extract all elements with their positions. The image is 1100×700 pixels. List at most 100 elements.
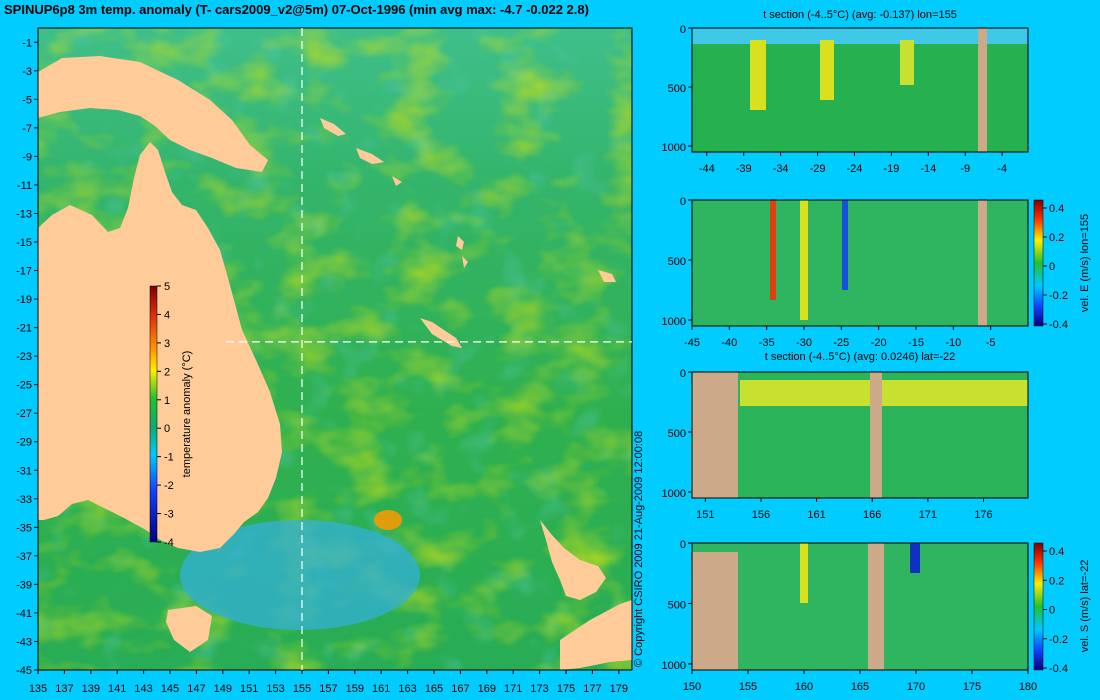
new-guinea-land xyxy=(38,56,268,172)
panel-0-x-tick-label: -14 xyxy=(920,163,936,175)
panel-2-warm-band xyxy=(740,380,1028,406)
panel-3-x-axis: 150 155 160 165 170 175 180 xyxy=(683,670,1037,693)
temperature-colorbar-tick-label: -2 xyxy=(164,480,174,492)
map-y-tick-label: -45 xyxy=(16,665,32,677)
map-x-tick-label: 171 xyxy=(504,683,522,695)
panel-0-title: t section (-4..5°C) (avg: -0.137) lon=15… xyxy=(763,9,957,21)
temperature-colorbar-tick-label: 5 xyxy=(164,281,170,293)
panel-2-x-tick-label: 161 xyxy=(807,509,825,521)
panel-1-y-tick-label: 1000 xyxy=(662,316,686,328)
fiji-land xyxy=(598,270,616,282)
panel-1-x-tick-label: -25 xyxy=(833,337,849,349)
map-y-tick-label: -19 xyxy=(16,294,32,306)
map-y-tick-label: -15 xyxy=(16,237,32,249)
map-y-tick-label: -9 xyxy=(22,151,32,163)
temperature-colorbar-label: temperature anomaly (°C) xyxy=(181,351,193,478)
panel-1-frame xyxy=(691,199,1029,327)
map-y-tick-label: -13 xyxy=(16,208,32,220)
map-x-tick-label: 135 xyxy=(29,683,47,695)
panel-1-x-axis: -45 -40 -35 -30 -25 -20 -15 -10 -5 xyxy=(684,326,996,349)
panel-0-x-axis: -44 -39 -34 -29 -24 -19 -14 -9 -4 xyxy=(699,152,1007,175)
map-x-tick-label: 145 xyxy=(161,683,179,695)
panel-1-y-axis: 0 500 1000 xyxy=(662,196,692,328)
map-y-tick-label: -29 xyxy=(16,437,32,449)
temperature-colorbar-gradient xyxy=(149,285,158,543)
panel-0-warm-patch-1 xyxy=(750,40,766,110)
panel-0-frame xyxy=(691,27,1029,153)
map-x-tick-label: 153 xyxy=(266,683,284,695)
panel-2-frame xyxy=(691,371,1029,499)
panel-2-land-west xyxy=(692,372,738,498)
map-y-tick-label: -3 xyxy=(22,66,32,78)
temperature-colorbar-tick-label: -3 xyxy=(164,509,174,521)
map-y-axis: -1 -3 -5 -7 -9 -11 -13 -15 -17 -19 -21 -23 -25 -27 -29… xyxy=(16,37,38,677)
panel-2-y-tick-label: 1000 xyxy=(662,488,686,500)
panel-0-surface-band xyxy=(692,28,1028,44)
map-x-tick-label: 175 xyxy=(557,683,575,695)
panel-3-x-tick-label: 155 xyxy=(739,681,757,693)
map-x-tick-label: 173 xyxy=(530,683,548,695)
panel-1-colorbar-tick-label: -0.4 xyxy=(1049,319,1068,331)
map-y-tick-label: -35 xyxy=(16,522,32,534)
panel-3-x-tick-label: 150 xyxy=(683,681,701,693)
panel-1-x-tick-label: -10 xyxy=(945,337,961,349)
panel-3-y-axis: 0 500 1000 xyxy=(662,539,692,672)
panel-2-title: t section (-4..5°C) (avg: 0.0246) lat=-2… xyxy=(765,351,956,363)
panel-3-jet-yellow xyxy=(800,543,808,603)
map-x-tick-label: 167 xyxy=(451,683,469,695)
new-zealand-south-land xyxy=(560,600,632,670)
temperature-colorbar-tick-label: 3 xyxy=(164,338,170,350)
panel-t-section-lat: t section (-4..5°C) (avg: 0.0246) lat=-2… xyxy=(662,351,1029,521)
panel-3-colorbar-tick-label: -0.4 xyxy=(1049,663,1068,675)
panel-0-land xyxy=(978,28,987,152)
copyright-text: © Copyright CSIRO 2009 21-Aug-2009 12:00… xyxy=(633,431,645,667)
panel-2-x-axis: 151 156 161 166 171 176 xyxy=(696,498,993,521)
panel-0-warm-patch-3 xyxy=(900,40,914,85)
panel-3-x-tick-label: 170 xyxy=(907,681,925,693)
panel-0-plot xyxy=(692,28,1028,152)
panel-3-x-tick-label: 175 xyxy=(963,681,981,693)
panel-3-y-tick-label: 1000 xyxy=(662,660,686,672)
map-x-tick-label: 169 xyxy=(478,683,496,695)
panel-0-x-tick-label: -39 xyxy=(736,163,752,175)
map-y-tick-label: -31 xyxy=(16,465,32,477)
panel-2-y-tick-label: 0 xyxy=(680,368,686,380)
panel-1-x-tick-label: -30 xyxy=(796,337,812,349)
panel-0-warm-patch-2 xyxy=(820,40,834,100)
temperature-colorbar-tick-label: 2 xyxy=(164,366,170,378)
panel-3-colorbar-tick-label: 0 xyxy=(1049,605,1055,617)
map-x-tick-label: 161 xyxy=(372,683,390,695)
panel-3-colorbar-ticks: 0.4 0.2 0 -0.2 -0.4 xyxy=(1043,546,1068,675)
panel-1-x-tick-label: -45 xyxy=(684,337,700,349)
panel-t-section-lon: t section (-4..5°C) (avg: -0.137) lon=15… xyxy=(662,9,1029,175)
map-x-tick-label: 159 xyxy=(346,683,364,695)
temperature-colorbar-tick-label: -4 xyxy=(164,537,174,549)
panel-3-colorbar-label: vel. S (m/s) lat=-22 xyxy=(1079,560,1091,653)
panel-3-plot xyxy=(692,543,1028,670)
panel-3-x-tick-label: 160 xyxy=(795,681,813,693)
panel-3-colorbar-tick-label: 0.4 xyxy=(1049,546,1064,558)
map-x-tick-label: 163 xyxy=(398,683,416,695)
panel-0-x-tick-label: -9 xyxy=(960,163,970,175)
map-y-tick-label: -7 xyxy=(22,123,32,135)
temperature-colorbar-tick-label: 4 xyxy=(164,309,170,321)
map-panel: 135 137 139 141 143 145 147 149 151 153 155 157 159 1… xyxy=(16,27,633,695)
panel-0-y-tick-label: 500 xyxy=(668,83,686,95)
panel-3-colorbar-tick-label: -0.2 xyxy=(1049,634,1068,646)
map-y-tick-label: -21 xyxy=(16,323,32,335)
map-x-tick-label: 155 xyxy=(293,683,311,695)
map-x-tick-label: 139 xyxy=(82,683,100,695)
panel-3-y-tick-label: 500 xyxy=(668,599,686,611)
panel-1-colorbar-label: vel. E (m/s) lon=155 xyxy=(1079,214,1091,312)
new-zealand-north-land xyxy=(540,520,606,600)
temperature-colorbar-tick-label: 0 xyxy=(164,423,170,435)
panel-0-x-tick-label: -29 xyxy=(810,163,826,175)
panel-2-land-island xyxy=(870,372,882,498)
map-x-tick-label: 147 xyxy=(187,683,205,695)
warm-anomaly-region xyxy=(374,510,402,530)
panel-1-colorbar xyxy=(1033,199,1044,327)
map-frame xyxy=(37,27,633,671)
panel-2-x-tick-label: 166 xyxy=(863,509,881,521)
